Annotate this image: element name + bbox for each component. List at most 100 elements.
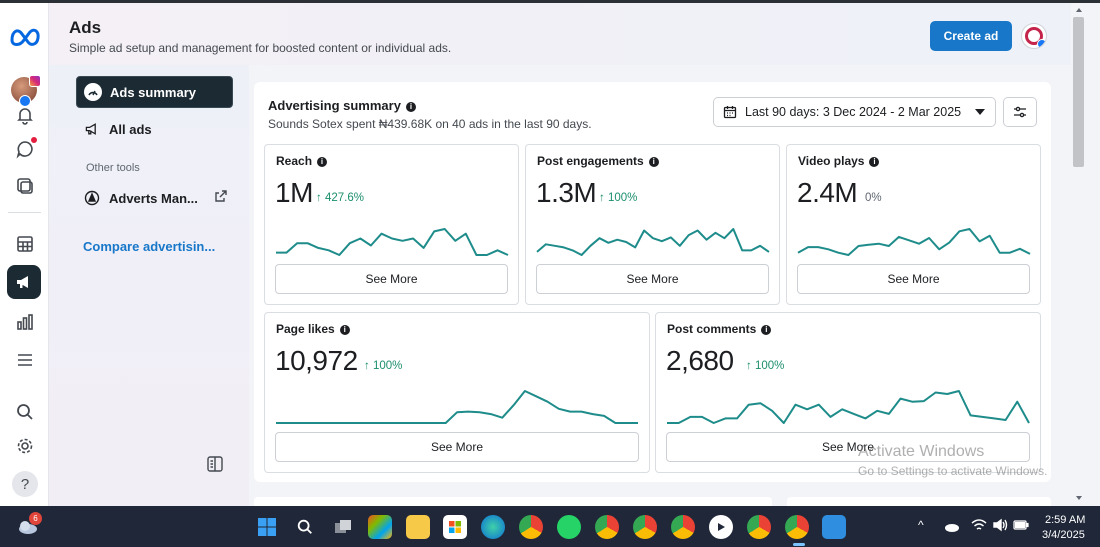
other-tools-heading: Other tools [86,162,140,174]
clock-time[interactable]: 2:59 AM [1045,514,1086,526]
task-view-icon[interactable] [331,515,355,539]
battery-icon[interactable] [1013,519,1029,531]
advertising-summary-card: Advertising summary i Sounds Sotex spent … [254,82,1051,482]
info-icon[interactable]: i [761,325,772,335]
nav-item-label: Adverts Man... [109,190,198,206]
activate-windows-watermark: Activate Windows [858,443,985,460]
insights-bar-chart-icon[interactable] [12,309,38,335]
chrome-profile-icon[interactable] [747,515,771,539]
active-app-indicator [793,543,805,546]
metric-change: ↑ 100% [746,360,785,372]
scroll-down-arrow-icon[interactable] [1076,496,1082,500]
info-icon[interactable]: i [648,157,659,167]
nav-item-adverts-manager[interactable]: Adverts Man... [76,182,233,214]
start-windows-icon[interactable] [255,515,279,539]
planner-icon[interactable] [12,231,38,257]
metric-change: 0% [865,192,882,204]
summary-subtitle: Sounds Sotex spent ₦439.68K on 40 ads in… [268,117,592,131]
wifi-icon[interactable] [971,518,987,532]
metric-title-text: Post comments [667,322,757,336]
post-comments-sparkline [667,390,1030,424]
unread-dot [31,137,37,143]
page-logo-icon [1025,27,1043,45]
metric-change: ↑ 100% [364,360,403,372]
media-player-icon[interactable] [709,515,733,539]
megaphone-icon [83,120,101,138]
chrome-profile-icon[interactable] [671,515,695,539]
info-icon[interactable]: i [869,157,880,167]
notifications-bell-icon[interactable] [12,103,38,129]
metric-title-text: Reach [276,154,313,168]
edge-browser-icon[interactable] [481,515,505,539]
settings-gear-icon[interactable] [12,433,38,459]
see-more-button[interactable]: See More [275,264,508,294]
search-icon[interactable] [12,399,38,425]
clock-date[interactable]: 3/4/2025 [1042,529,1085,541]
metric-title: Reach i [276,154,328,168]
profile-avatar[interactable] [11,75,41,107]
tray-overflow-chevron-icon[interactable]: ^ [918,518,924,532]
content-icon[interactable] [12,173,38,199]
metric-change: ↑ 100% [599,192,638,204]
ads-summary-icon [84,83,102,101]
photos-icon[interactable] [822,515,846,539]
messages-icon[interactable] [12,136,38,162]
info-icon[interactable]: i [405,102,416,112]
rail-divider [8,212,41,213]
see-more-button[interactable]: See More [797,264,1030,294]
chrome-profile-active-icon[interactable] [785,515,809,539]
metric-value: 2.4M [797,177,858,208]
metric-title-text: Post engagements [537,154,644,168]
external-link-icon[interactable] [214,189,228,203]
metric-title-text: Video plays [798,154,865,168]
chrome-icon[interactable] [519,515,543,539]
sparkline-path [276,390,638,424]
compare-advertising-link[interactable]: Compare advertisin... [83,239,216,254]
ads-megaphone-icon[interactable] [7,265,41,299]
post-engagements-sparkline [536,228,770,256]
volume-icon[interactable] [992,518,1008,532]
file-explorer-icon[interactable] [406,515,430,539]
metric-card-post-comments: Post comments i 2,680 ↑ 100% See More [655,312,1041,473]
nav-item-ads-summary[interactable]: Ads summary [76,76,233,108]
collapse-panel-icon[interactable] [206,455,224,473]
info-icon[interactable]: i [339,325,350,335]
whatsapp-icon[interactable] [557,515,581,539]
window-top-border [0,0,1100,3]
sliders-icon [1014,106,1026,118]
chrome-profile-icon[interactable] [595,515,619,539]
meta-logo-icon[interactable] [9,25,41,47]
see-more-button[interactable]: See More [275,432,639,462]
see-more-button[interactable]: See More [666,432,1030,462]
microsoft-store-icon[interactable] [443,515,467,539]
metric-change: ↑ 427.6% [316,192,364,204]
weather-badge: 6 [29,512,42,525]
chrome-profile-icon[interactable] [633,515,657,539]
metric-title: Page likes i [276,322,350,336]
scroll-thumb[interactable] [1073,17,1084,167]
page-likes-sparkline [276,390,638,424]
weather-cloud-icon[interactable] [17,516,39,536]
sparkline-path [276,228,509,256]
filter-settings-button[interactable] [1003,97,1037,127]
date-range-label: Last 90 days: 3 Dec 2024 - 2 Mar 2025 [745,105,962,119]
page-scrollbar[interactable] [1071,3,1100,506]
summary-title: Advertising summary i [268,98,416,113]
onedrive-cloud-icon[interactable] [944,520,960,532]
info-icon[interactable]: i [317,157,328,167]
chevron-down-icon [975,109,985,115]
page-avatar[interactable] [1021,23,1047,49]
copilot-icon[interactable] [368,515,392,539]
see-more-button[interactable]: See More [536,264,769,294]
help-icon[interactable]: ? [12,471,38,497]
video-plays-sparkline [797,228,1031,256]
nav-item-all-ads[interactable]: All ads [76,113,233,145]
taskbar-search-icon[interactable] [293,515,317,539]
date-range-dropdown[interactable]: Last 90 days: 3 Dec 2024 - 2 Mar 2025 [713,97,996,127]
menu-icon[interactable] [12,347,38,373]
page-subtitle: Simple ad setup and management for boost… [69,41,452,55]
next-card-partial [254,497,772,506]
create-ad-button[interactable]: Create ad [930,21,1012,51]
scroll-up-arrow-icon[interactable] [1076,8,1082,12]
metric-value: 2,680 [666,345,734,376]
